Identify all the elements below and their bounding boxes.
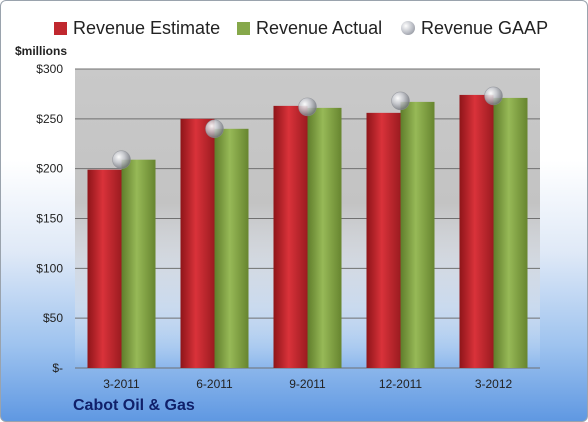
actual-swatch-icon (237, 21, 250, 35)
y-axis-unit-label: $millions (15, 44, 68, 58)
actual-bar (214, 128, 249, 368)
legend-item-revenue-gaap: Revenue GAAP (401, 13, 548, 43)
x-tick-label: 9-2011 (289, 377, 326, 391)
y-tick-label: $150 (36, 212, 63, 226)
actual-bar (307, 107, 342, 369)
y-tick-label: $100 (36, 261, 63, 275)
x-tick-label: 12-2011 (379, 377, 422, 391)
legend-label: Revenue GAAP (421, 17, 549, 38)
company-name: Cabot Oil & Gas (73, 397, 195, 414)
estimate-swatch-icon (54, 21, 67, 35)
estimate-bar (273, 105, 308, 369)
estimate-bar (180, 118, 215, 368)
x-tick-label: 3-2011 (103, 377, 140, 391)
legend: Revenue Estimate Revenue Actual Revenue … (1, 13, 587, 43)
y-tick-label: $50 (43, 311, 63, 325)
legend-label: Revenue Estimate (73, 17, 221, 38)
y-tick-label: $200 (36, 162, 63, 176)
estimate-bar (366, 112, 401, 368)
legend-item-revenue-estimate: Revenue Estimate (54, 13, 220, 43)
actual-bar (121, 159, 156, 368)
estimate-bar (87, 169, 122, 368)
estimate-bar (459, 94, 494, 368)
legend-item-revenue-actual: Revenue Actual (237, 13, 382, 43)
gaap-marker (298, 97, 317, 117)
gaap-marker (112, 150, 131, 169)
actual-bar (400, 101, 435, 368)
x-tick-label: 6-2011 (196, 377, 233, 391)
gaap-marker (484, 86, 503, 106)
y-tick-label: $250 (36, 112, 63, 126)
actual-bar (493, 97, 528, 369)
gaap-marker (205, 119, 224, 139)
gaap-marker (391, 91, 410, 111)
legend-label: Revenue Actual (256, 17, 383, 38)
gaap-marker-icon (401, 21, 415, 35)
y-tick-label: $- (52, 361, 63, 375)
y-tick-label: $300 (36, 62, 63, 76)
x-tick-label: 3-2012 (475, 377, 513, 391)
